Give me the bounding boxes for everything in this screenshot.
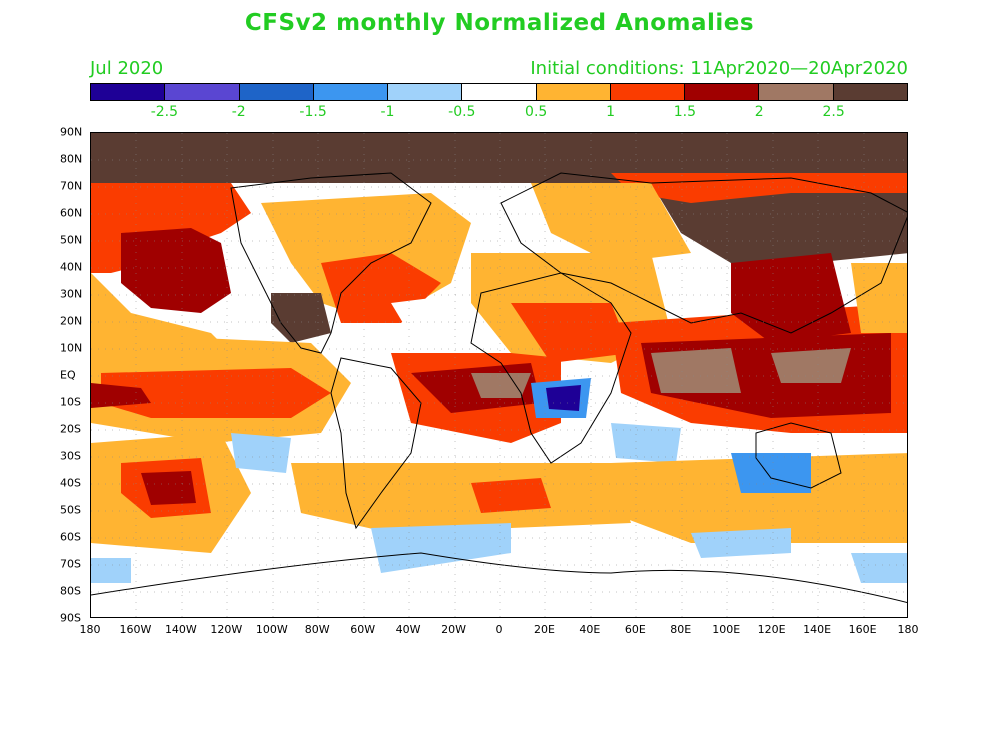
- colorbar-swatch: [685, 84, 760, 100]
- lon-tick-label: 140W: [164, 623, 197, 636]
- lat-tick-label: 80N: [60, 152, 83, 166]
- colorbar-label: 0.5: [525, 104, 548, 120]
- lon-tick-label: 120W: [210, 623, 243, 636]
- lon-tick-label: 140E: [803, 623, 832, 636]
- colorbar-swatch: [313, 84, 389, 100]
- africa-outline: [470, 272, 632, 464]
- npac-hot: [121, 228, 231, 313]
- colorbar-swatch: [165, 84, 240, 100]
- north-america-outline: [230, 172, 432, 354]
- lat-tick-label: 40S: [60, 476, 81, 490]
- lat-tick-label: 10S: [60, 395, 81, 409]
- colorbar-label: 1: [606, 104, 615, 120]
- lon-tick-label: 0: [495, 623, 503, 636]
- lon-tick-label: 20W: [441, 623, 466, 636]
- deepblue-africa: [546, 385, 581, 411]
- spac-dark: [141, 471, 196, 505]
- lat-tick-label: 90N: [60, 125, 83, 139]
- white-natl: [391, 293, 481, 353]
- map-title: CFSv2 monthly Normalized Anomalies: [244, 10, 755, 36]
- antarctica-white: [91, 583, 907, 617]
- lon-tick-label: 100W: [255, 623, 288, 636]
- asia-orange: [531, 183, 691, 263]
- ep-red: [101, 368, 331, 418]
- south-america-outline: [330, 357, 422, 530]
- lat-tick-label: 30N: [60, 287, 83, 301]
- colorbar-label: 2: [754, 104, 764, 120]
- lat-tick-label: 40N: [60, 260, 83, 274]
- lon-tick-label: 40W: [395, 623, 421, 636]
- colorbar-swatch: [536, 84, 611, 100]
- io-brown: [651, 348, 741, 393]
- europe-asia-outline: [500, 172, 907, 334]
- colorbar-swatch: [388, 84, 463, 100]
- satl-red: [471, 478, 551, 513]
- colorbar-label: 1.5: [673, 104, 697, 120]
- africa-red: [511, 303, 631, 363]
- lat-tick-label: 70S: [60, 557, 81, 571]
- lon-tick-label: 180: [79, 623, 101, 636]
- npac-east-orange: [851, 263, 907, 333]
- ep-darkred: [91, 383, 151, 408]
- tatl-brown: [471, 373, 531, 398]
- lat-tick-label: 80S: [60, 584, 81, 598]
- lat-tick-label: 60N: [60, 206, 83, 220]
- colorbar-label: 2.5: [822, 104, 845, 120]
- lat-tick-label: EQ: [60, 368, 76, 382]
- lon-tick-label: 180: [897, 623, 919, 636]
- lat-tick-label: 50S: [60, 503, 81, 517]
- colorbar-label: -2: [231, 104, 246, 120]
- lon-tick-label: 20E: [533, 623, 555, 636]
- colorbar-swatch: [239, 84, 314, 100]
- colorbar-label: -2.5: [150, 104, 179, 120]
- lon-tick-label: 80E: [670, 623, 692, 636]
- satl-orange: [291, 463, 631, 533]
- colorbar-swatch: [462, 84, 537, 100]
- lat-tick-label: 20N: [60, 314, 83, 328]
- colorbar-swatch: [91, 84, 166, 100]
- lon-tick-label: 100E: [712, 623, 741, 636]
- lat-tick-label: 10N: [60, 341, 83, 355]
- so-lightblue-4: [91, 558, 131, 583]
- antarctica-coast: [91, 552, 907, 604]
- lon-tick-label: 160E: [848, 623, 877, 636]
- colorbar-label: -0.5: [448, 104, 476, 120]
- eurasia-brown: [651, 183, 907, 263]
- lon-tick-label: 120E: [757, 623, 786, 636]
- sio-orange: [611, 453, 907, 543]
- so-lightblue-2: [691, 528, 791, 558]
- eurasia-red: [611, 173, 907, 203]
- lat-tick-label: 90S: [60, 611, 81, 625]
- colorbar-swatch: [610, 84, 686, 100]
- colorbar-label: -1.5: [299, 104, 327, 120]
- lat-tick-label: 30S: [60, 449, 81, 463]
- lon-tick-label: 60E: [624, 623, 646, 636]
- lat-tick-label: 60S: [60, 530, 81, 544]
- colorbar-swatch: [759, 84, 834, 100]
- australia-outline: [755, 422, 842, 489]
- valid-month-label: Jul 2020: [90, 58, 164, 79]
- so-lightblue-1: [371, 523, 511, 573]
- sio-lightblue: [611, 423, 681, 463]
- colorbar-label: -1: [380, 104, 395, 120]
- spac-lightblue: [231, 433, 291, 473]
- wp-brown: [771, 348, 851, 383]
- anomaly-map: [91, 133, 907, 617]
- lat-tick-label: 20S: [60, 422, 81, 436]
- so-lightblue-3: [851, 553, 907, 583]
- initial-conditions-label: Initial conditions: 11Apr2020—20Apr2020: [530, 58, 908, 79]
- colorbar: [90, 83, 908, 101]
- lat-tick-label: 50N: [60, 233, 83, 247]
- lat-tick-label: 70N: [60, 179, 83, 193]
- lon-tick-label: 60W: [350, 623, 376, 636]
- lon-tick-label: 80W: [304, 623, 330, 636]
- gulf-brown: [271, 293, 331, 343]
- lon-tick-label: 160W: [119, 623, 152, 636]
- lon-tick-label: 40E: [579, 623, 601, 636]
- colorbar-swatch: [833, 84, 907, 100]
- map-panel: [90, 132, 908, 618]
